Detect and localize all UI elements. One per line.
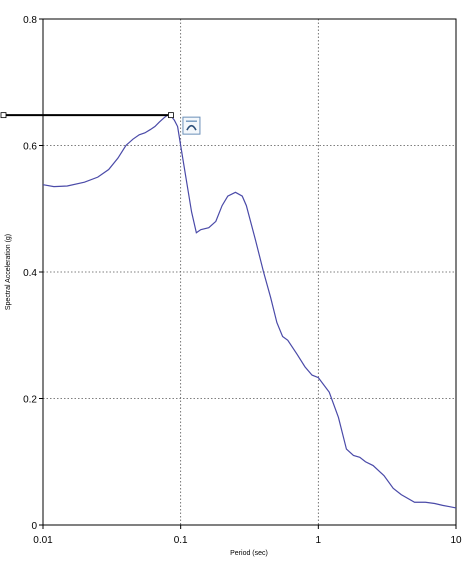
y-tick-label: 0 xyxy=(31,521,37,532)
series-layer xyxy=(42,114,457,509)
x-axis-label: Period (sec) xyxy=(230,550,268,557)
x-tick-label: 1 xyxy=(316,535,322,546)
y-tick-label: 0.4 xyxy=(23,268,37,279)
axes xyxy=(39,18,457,529)
axis-labels: Period (sec) Spectral Acceleration (g) xyxy=(5,234,268,557)
series-line xyxy=(42,114,457,509)
y-tick-label: 0.6 xyxy=(23,142,37,153)
x-tick-label: 0.01 xyxy=(33,535,53,546)
tick-labels: 0.01 0.1 1 10 0 0.2 0.4 0.6 0.8 xyxy=(23,15,462,546)
y-axis-label: Spectral Acceleration (g) xyxy=(5,234,12,310)
plot-frame xyxy=(42,18,457,526)
marker-line-handle[interactable] xyxy=(0,112,7,119)
x-tick-label: 0.1 xyxy=(174,535,188,546)
y-tick-label: 0.2 xyxy=(23,395,37,406)
peak-point-handle[interactable] xyxy=(168,112,174,119)
grid-lines xyxy=(43,19,456,525)
marker-layer xyxy=(0,112,201,135)
x-tick-label: 10 xyxy=(450,535,462,546)
peak-info-icon[interactable] xyxy=(182,116,201,135)
y-tick-label: 0.8 xyxy=(23,15,37,26)
